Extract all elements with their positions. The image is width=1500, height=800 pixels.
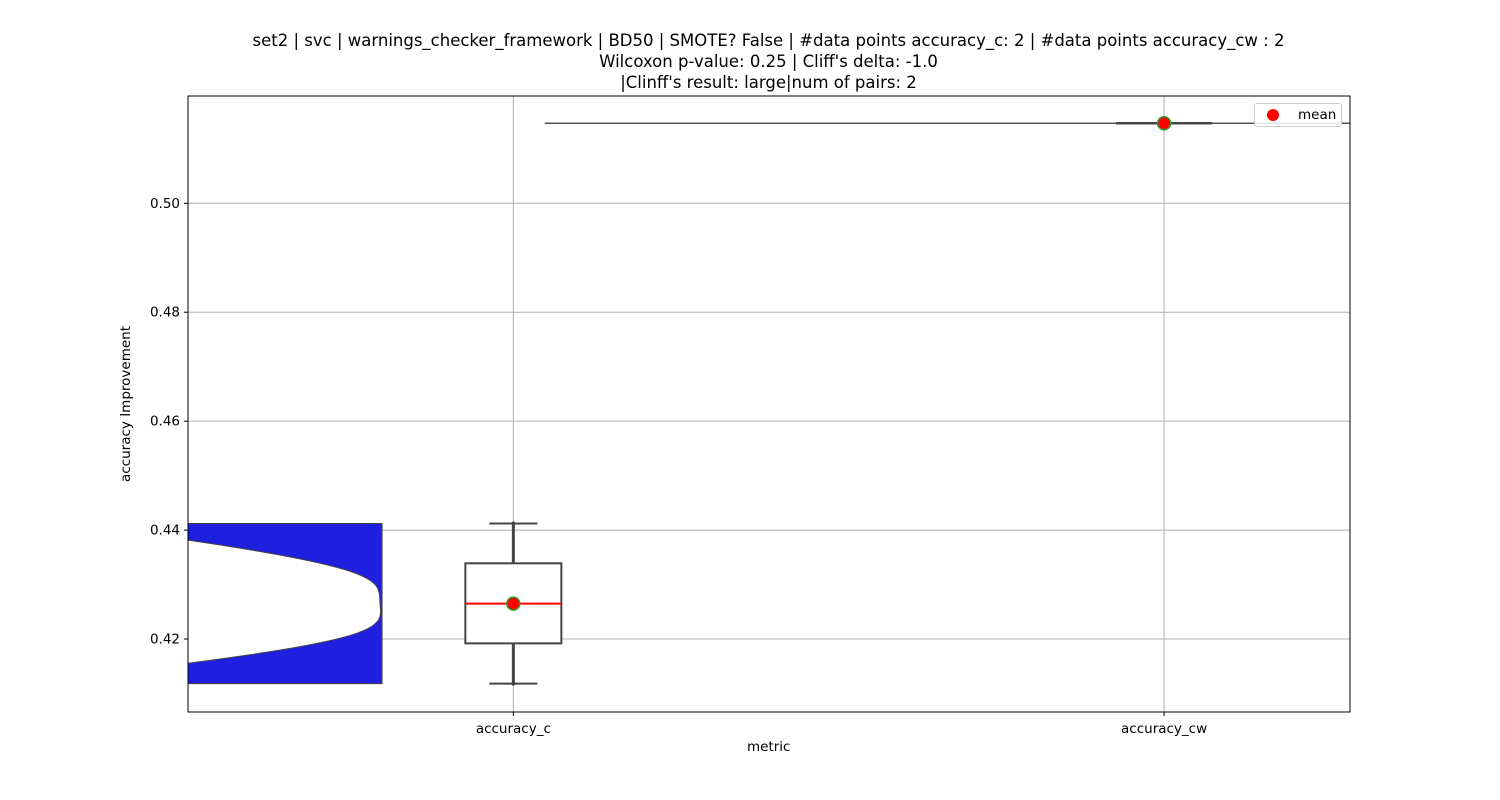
mean-marker-accuracy_cw: [1156, 115, 1172, 131]
y-tick-label: 0.46: [150, 414, 180, 430]
legend-mean-marker: [1267, 109, 1279, 121]
violin-inner-accuracy_c: [188, 539, 382, 664]
legend: mean: [1254, 103, 1342, 127]
x-tick-label: accuracy_cw: [1121, 721, 1207, 737]
chart-title-line-2: Wilcoxon p-value: 0.25 | Cliff's delta: …: [599, 52, 938, 71]
axes-frame: [187, 95, 1351, 713]
y-tick-label: 0.42: [150, 632, 180, 648]
y-tick-label: 0.48: [150, 305, 180, 321]
x-tick-label: accuracy_c: [476, 721, 551, 737]
legend-mean-label: mean: [1298, 107, 1337, 123]
y-tick-label: 0.50: [150, 196, 180, 212]
whisker-point-accuracy_c: [511, 521, 516, 526]
mean-marker-accuracy_c: [506, 596, 521, 611]
y-axis-label: accuracy Improvement: [118, 325, 134, 483]
whisker-point-accuracy_c: [511, 681, 516, 686]
chart-title-line-1: set2 | svc | warnings_checker_framework …: [252, 31, 1285, 50]
chart-title-line-3: |Clinff's result: large|num of pairs: 2: [620, 73, 917, 92]
x-axis-label: metric: [747, 739, 791, 755]
y-tick-label: 0.44: [150, 523, 180, 539]
